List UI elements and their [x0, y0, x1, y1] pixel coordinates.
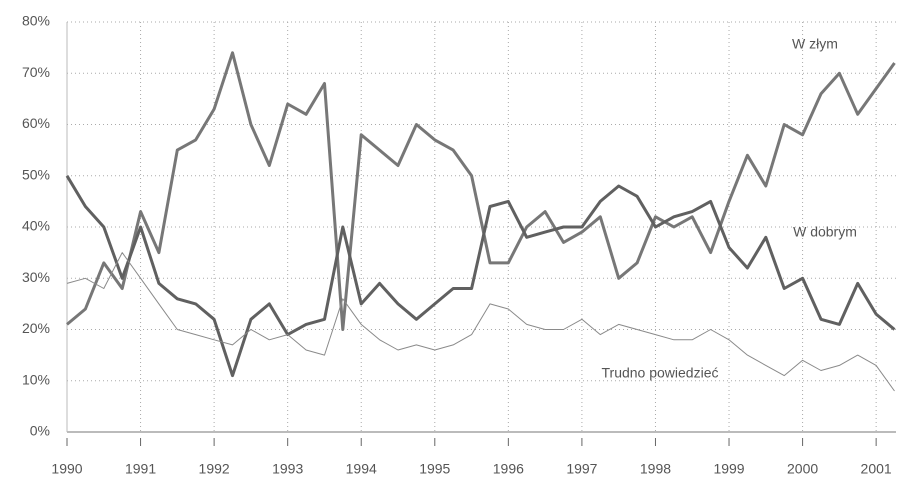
x-tick-label: 2001 — [861, 461, 892, 477]
x-tick-label: 1992 — [199, 461, 230, 477]
series-line — [66, 51, 896, 331]
y-tick-label: 50% — [22, 166, 50, 182]
x-tick-label: 1999 — [713, 461, 744, 477]
x-tick-label: 1997 — [566, 461, 597, 477]
x-tick-label: 1991 — [125, 461, 156, 477]
series-label: Trudno powiedzieć — [602, 365, 719, 381]
y-tick-label: 30% — [22, 269, 50, 285]
y-tick-label: 0% — [30, 423, 50, 439]
y-tick-label: 20% — [22, 320, 50, 336]
x-tick-label: 1996 — [493, 461, 524, 477]
x-tick-label: 1998 — [640, 461, 671, 477]
x-tick-label: 1995 — [419, 461, 450, 477]
x-tick-label: 1994 — [346, 461, 377, 477]
series-line — [66, 252, 895, 392]
y-tick-label: 60% — [22, 115, 50, 131]
series-label: W dobrym — [793, 224, 857, 240]
y-tick-label: 40% — [22, 218, 50, 234]
y-tick-label: 70% — [22, 64, 50, 80]
x-tick-label: 2000 — [787, 461, 818, 477]
y-tick-label: 10% — [22, 371, 50, 387]
x-tick-label: 1993 — [272, 461, 303, 477]
series-line — [65, 175, 896, 378]
y-tick-label: 80% — [22, 13, 50, 29]
x-tick-label: 1990 — [51, 461, 82, 477]
series-label: W złym — [792, 36, 838, 52]
